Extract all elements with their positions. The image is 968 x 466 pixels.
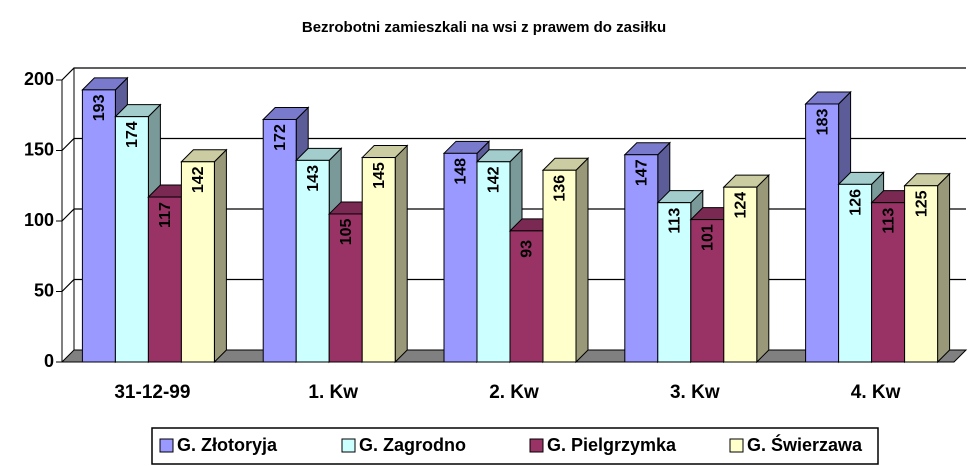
bar <box>81 89 116 363</box>
value-label: 113 <box>880 208 897 234</box>
legend-swatch <box>341 438 356 453</box>
bar <box>147 196 182 363</box>
x-tick-label: 3. Kw <box>670 382 720 403</box>
bar <box>295 159 330 363</box>
x-tick-label: 31-12-99 <box>114 382 190 403</box>
legend-label: G. Pielgrzymka <box>547 435 677 455</box>
value-label: 125 <box>913 190 930 217</box>
value-label: 193 <box>91 94 108 121</box>
bar <box>805 103 840 363</box>
bar <box>657 202 692 363</box>
value-label: 101 <box>700 224 717 251</box>
bar-side <box>575 157 589 364</box>
value-label: 148 <box>453 158 470 185</box>
bar <box>509 230 544 363</box>
x-tick-label: 2. Kw <box>489 382 539 403</box>
value-label: 93 <box>519 240 536 258</box>
bar-side <box>756 173 770 364</box>
legend-label: G. Zagrodno <box>359 435 466 455</box>
value-label: 172 <box>272 124 289 151</box>
value-label: 124 <box>733 192 750 219</box>
value-label: 136 <box>552 175 569 202</box>
y-tick-label: 50 <box>34 280 54 300</box>
value-label: 143 <box>305 165 322 192</box>
legend-label: G. Złotoryja <box>177 435 278 455</box>
y-tick-label: 200 <box>24 69 54 89</box>
bar <box>361 157 396 363</box>
value-label: 142 <box>486 166 503 193</box>
bar <box>476 161 511 363</box>
value-label: 183 <box>814 109 831 136</box>
bar <box>871 202 906 363</box>
bar-side <box>394 144 408 364</box>
bar <box>723 186 758 363</box>
value-label: 145 <box>371 162 388 189</box>
legend-swatch <box>159 438 174 453</box>
bar <box>443 152 478 363</box>
bar <box>838 183 873 363</box>
bar-side <box>937 172 951 364</box>
grid-line <box>61 67 966 81</box>
bar <box>180 161 215 363</box>
y-tick-label: 100 <box>24 210 54 230</box>
value-label: 147 <box>634 159 651 186</box>
legend-swatch <box>529 438 544 453</box>
y-tick-label: 0 <box>44 351 54 371</box>
legend-swatch <box>729 438 744 453</box>
bar-side <box>213 148 227 364</box>
bar <box>904 185 939 363</box>
chart-title: Bezrobotni zamieszkali na wsi z prawem d… <box>302 19 666 36</box>
bar <box>114 116 149 363</box>
value-label: 142 <box>190 166 207 193</box>
bar <box>624 154 659 363</box>
legend-box <box>151 427 879 465</box>
legend-label: G. Świerzawa <box>747 434 863 455</box>
x-tick-label: 4. Kw <box>851 382 901 403</box>
value-label: 105 <box>338 219 355 246</box>
bar <box>690 219 725 363</box>
bar <box>542 169 577 363</box>
value-label: 126 <box>847 189 864 216</box>
bar <box>328 213 363 363</box>
x-tick-label: 1. Kw <box>308 382 358 403</box>
value-label: 174 <box>124 121 141 148</box>
y-tick-label: 150 <box>24 139 54 159</box>
value-label: 117 <box>157 202 174 228</box>
bar <box>262 118 297 363</box>
value-label: 113 <box>667 208 684 234</box>
